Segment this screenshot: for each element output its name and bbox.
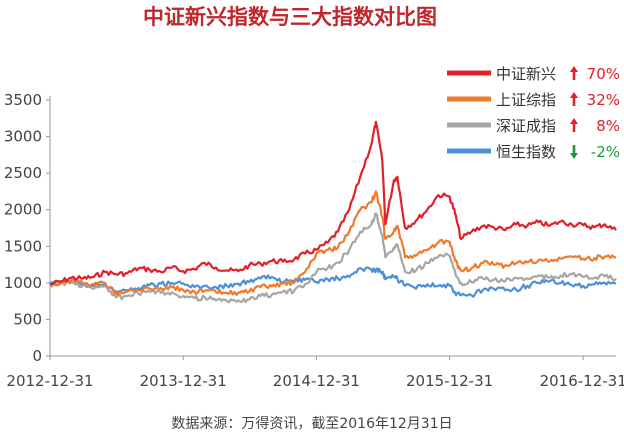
- legend: 中证新兴 70% 上证综指 32% 深证成指 8% 恒生指数 -2%: [447, 65, 620, 161]
- chart-title: 中证新兴指数与三大指数对比图: [143, 5, 437, 29]
- y-tick-label: 1500: [4, 237, 42, 255]
- x-tick-label: 2012-12-31: [6, 372, 93, 390]
- series-line-2: [49, 212, 617, 304]
- legend-change: 70%: [587, 65, 620, 83]
- x-tick-label: 2013-12-31: [140, 372, 227, 390]
- source-note: 数据来源：万得资讯，截至2016年12月31日: [171, 415, 452, 432]
- y-tick-label: 3500: [4, 91, 42, 109]
- x-tick-label: 2015-12-31: [406, 372, 493, 390]
- series-line-3: [49, 266, 617, 298]
- y-axis: 0 500 1000 1500 2000 2500 3000 3500: [4, 91, 51, 365]
- legend-change: 8%: [596, 117, 620, 135]
- series-line-0: [49, 120, 617, 286]
- up-arrow-icon: [570, 118, 578, 132]
- legend-label: 上证综指: [496, 91, 556, 109]
- y-tick-label: 1000: [4, 274, 42, 292]
- y-tick-label: 500: [13, 310, 42, 328]
- legend-label: 恒生指数: [496, 143, 556, 161]
- down-arrow-icon: [570, 145, 578, 159]
- up-arrow-icon: [570, 66, 578, 80]
- up-arrow-icon: [570, 92, 578, 106]
- x-tick-label: 2016-12-31: [540, 372, 624, 390]
- x-axis: 2012-12-31 2013-12-31 2014-12-31 2015-12-31…: [6, 355, 624, 390]
- y-tick-label: 2500: [4, 164, 42, 182]
- legend-change: 32%: [587, 91, 620, 109]
- legend-label: 中证新兴: [496, 65, 556, 83]
- series-line-1: [49, 190, 617, 297]
- y-tick-label: 0: [32, 347, 42, 365]
- y-tick-label: 3000: [4, 128, 42, 146]
- x-tick-label: 2014-12-31: [273, 372, 360, 390]
- legend-label: 深证成指: [496, 117, 556, 135]
- legend-change: -2%: [591, 143, 620, 161]
- series-layer: [49, 120, 617, 304]
- y-tick-label: 2000: [4, 201, 42, 219]
